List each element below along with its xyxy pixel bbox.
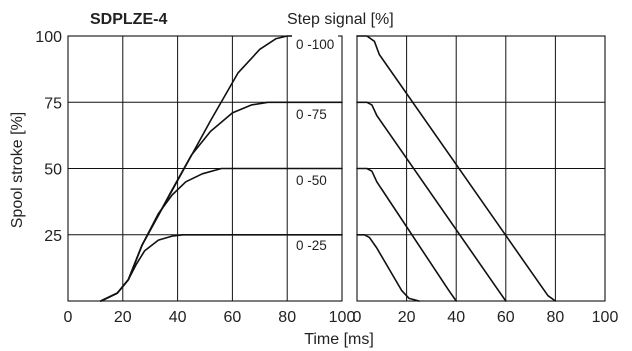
series-line-closing-0	[356, 35, 557, 302]
opening-panel: 0 20 40 60 80 100 0 -100 0 -75 0 -50 0 -25	[64, 35, 356, 326]
x-tick-label: 0	[353, 309, 362, 326]
series-label-bg	[292, 171, 338, 190]
legend-title: Step signal [%]	[287, 11, 394, 28]
series-label-bg	[292, 35, 338, 54]
series-label: 0 -25	[296, 238, 327, 253]
x-tick-label: 80	[547, 309, 565, 326]
series-line-closing-2	[356, 167, 457, 302]
x-tick-label: 0	[64, 309, 73, 326]
series-label: 0 -100	[296, 37, 334, 52]
series-line-opening-3	[100, 234, 343, 302]
x-tick-label: 60	[497, 309, 515, 326]
series-line-closing-1	[356, 101, 507, 302]
x-tick-label: 80	[278, 309, 296, 326]
x-tick-label: 100	[592, 309, 619, 326]
series-label-bg	[292, 105, 338, 124]
y-tick-label: 100	[35, 29, 62, 46]
y-axis-label: Spool stroke [%]	[9, 112, 26, 229]
x-axis-label: Time [ms]	[304, 331, 374, 348]
y-tick-label: 25	[44, 228, 62, 245]
y-tick-label: 75	[44, 95, 62, 112]
y-axis: 25 50 75 100	[35, 29, 62, 245]
x-tick-label: 60	[224, 309, 242, 326]
series-line-closing-3	[356, 234, 420, 302]
x-tick-label: 20	[398, 309, 416, 326]
closing-panel: 0 20 40 60 80 100	[353, 35, 619, 326]
chart-title: SDPLZE-4	[90, 11, 167, 28]
x-tick-label: 20	[114, 309, 132, 326]
x-tick-label: 40	[169, 309, 187, 326]
x-tick-label: 40	[447, 309, 465, 326]
y-tick-label: 50	[44, 162, 62, 179]
series-label: 0 -75	[296, 107, 327, 122]
series-label-bg	[292, 236, 338, 255]
series-label: 0 -50	[296, 173, 327, 188]
series-line-opening-1	[100, 101, 343, 302]
x-tick-label: 100	[329, 309, 356, 326]
